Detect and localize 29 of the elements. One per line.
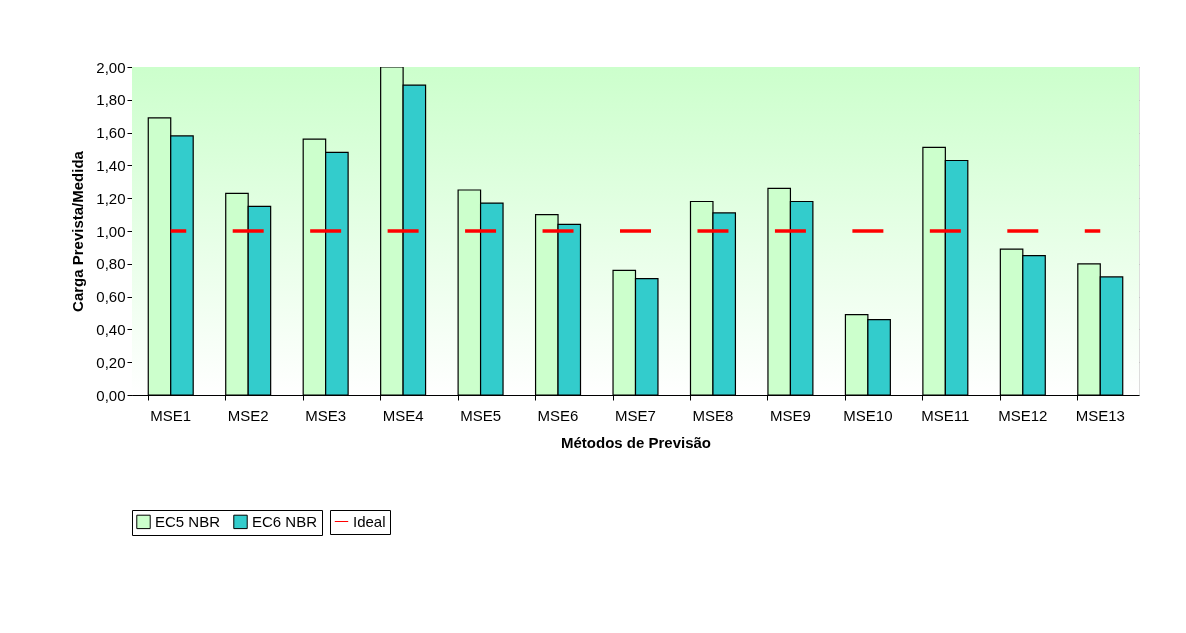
y-tick-label: 1,40 [96, 156, 126, 174]
x-tick-label: MSE2 [227, 406, 269, 424]
x-tick-label: MSE1 [150, 406, 192, 424]
legend-label: EC5 NBR [155, 512, 221, 530]
x-tick-label: MSE12 [998, 406, 1048, 424]
x-tick-label: MSE8 [692, 406, 734, 424]
y-axis-title: Carga Prevista/Medida [69, 150, 87, 312]
y-tick-label: 1,60 [96, 124, 126, 142]
x-tick-label: MSE3 [305, 406, 347, 424]
y-tick-label: 1,00 [96, 222, 126, 240]
x-tick-label: MSE7 [615, 406, 656, 424]
y-tick-label: 0,60 [96, 288, 126, 306]
x-tick-label: MSE5 [460, 406, 502, 424]
x-tick-label: MSE9 [769, 406, 811, 424]
x-tick-label: MSE13 [1075, 406, 1125, 424]
y-tick-label: 1,20 [96, 189, 126, 207]
x-tick-label: MSE10 [843, 406, 893, 424]
y-tick-label: 0,20 [96, 353, 126, 371]
y-tick-label: 2,00 [96, 58, 126, 76]
x-tick-label: MSE6 [537, 406, 579, 424]
legend-label: Ideal [353, 512, 386, 530]
legend-label: EC6 NBR [252, 512, 318, 530]
y-tick-label: 1,80 [96, 91, 126, 109]
y-tick-label: 0,40 [96, 320, 126, 338]
x-tick-label: MSE11 [921, 406, 970, 424]
x-tick-label: MSE4 [382, 406, 424, 424]
x-axis-title: Métodos de Previsão [560, 433, 712, 451]
y-tick-label: 0,00 [96, 386, 126, 404]
y-tick-label: 0,80 [96, 255, 126, 273]
